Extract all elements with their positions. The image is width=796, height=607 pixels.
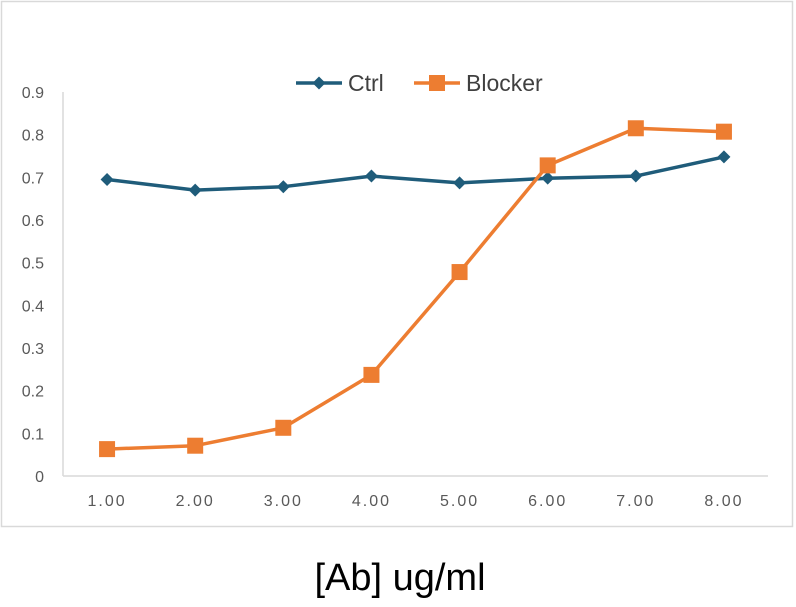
x-tick-label: 8.00 [704,493,743,510]
data-point-square [539,157,556,174]
x-tick-label: 5.00 [440,493,479,510]
data-point-square [275,419,292,436]
chart-border [0,0,794,528]
x-axis-label: [Ab] ug/ml [314,557,485,599]
x-tick-label: 3.00 [264,493,303,510]
data-point-diamond [717,150,731,164]
data-point-square [627,120,644,137]
y-tick-label: 0.7 [22,170,44,187]
x-tick-labels: 1.00 2.00 3.00 4.00 5.00 6.00 7.00 8.00 [87,493,743,510]
y-tick-label: 0.5 [22,256,44,273]
data-point-square [715,123,732,140]
x-tick-label: 7.00 [616,493,655,510]
x-tick-label: 4.00 [352,493,391,510]
data-point-square [451,264,468,281]
data-point-square [187,437,204,454]
data-point-diamond [364,169,378,183]
legend-item-blocker: Blocker [414,70,543,96]
series-ctrl [100,150,731,197]
x-tick-label: 1.00 [87,493,126,510]
y-tick-label: 0.1 [22,426,44,443]
axes [62,92,768,477]
y-tick-label: 0.9 [22,85,44,102]
data-point-square [363,366,380,383]
legend-label: Ctrl [348,70,384,96]
y-tick-label: 0.6 [22,213,44,230]
y-tick-labels: 0 0.1 0.2 0.3 0.4 0.5 0.6 0.7 0.8 0.9 [22,85,44,486]
series-layer [99,120,732,458]
x-tick-label: 6.00 [528,493,567,510]
data-point-diamond [629,169,643,183]
y-tick-label: 0.2 [22,384,44,401]
legend: Ctrl Blocker [296,70,543,96]
data-point-diamond [541,171,555,185]
y-tick-label: 0.8 [22,128,44,145]
legend-marker-diamond [312,76,326,90]
data-point-diamond [453,176,467,190]
data-point-diamond [276,180,290,194]
legend-item-ctrl: Ctrl [296,70,384,96]
series-line [106,155,725,192]
series-line [107,126,724,451]
legend-marker-square [429,75,445,91]
y-tick-label: 0.3 [22,341,44,358]
legend-label: Blocker [466,70,543,96]
data-point-diamond [188,183,202,197]
x-tick-label: 2.00 [176,493,215,510]
data-point-diamond [100,172,114,186]
series-blocker [99,120,732,458]
y-tick-label: 0.4 [22,298,44,315]
y-tick-label: 0 [35,469,44,486]
data-point-square [99,441,116,458]
